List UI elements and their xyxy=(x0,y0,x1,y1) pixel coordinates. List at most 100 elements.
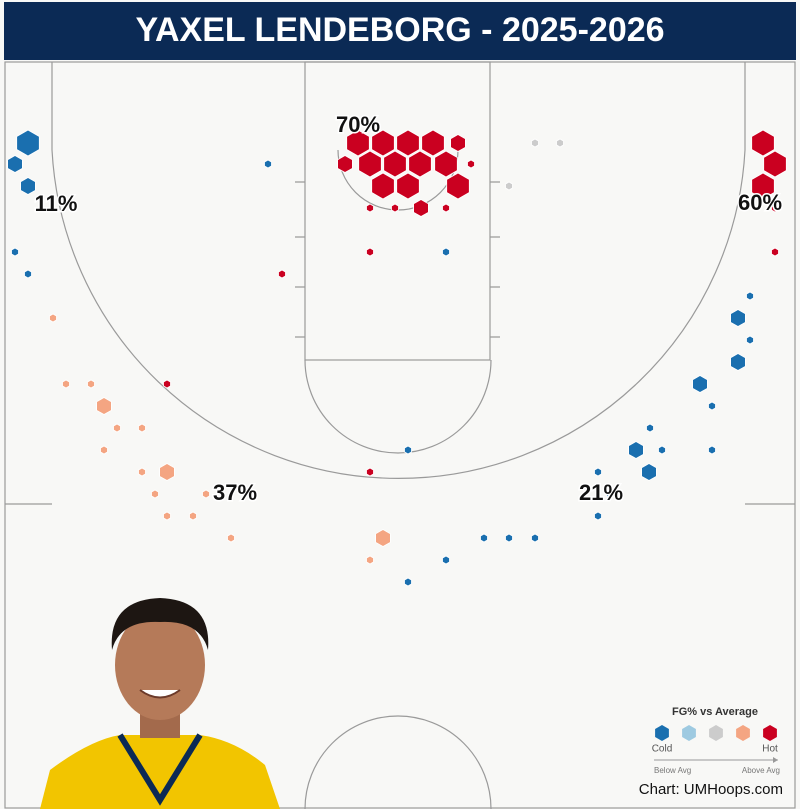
hex xyxy=(366,203,374,213)
hex xyxy=(100,445,108,455)
hex xyxy=(450,134,466,152)
hex xyxy=(641,463,657,481)
hex xyxy=(151,489,159,499)
hex xyxy=(480,533,488,543)
hex xyxy=(375,529,391,547)
three-point-line xyxy=(51,62,746,479)
zone-label: 11% xyxy=(35,191,78,216)
hex xyxy=(442,247,450,257)
hex xyxy=(421,129,445,157)
face xyxy=(115,610,205,720)
legend-title: FG% vs Average xyxy=(672,706,758,718)
hex xyxy=(163,379,171,389)
hex xyxy=(159,463,175,481)
legend-swatch xyxy=(682,725,696,741)
hex xyxy=(505,181,513,191)
hex xyxy=(163,511,171,521)
legend: FG% vs Average Cold Hot Below Avg Above … xyxy=(652,706,780,775)
hex xyxy=(606,489,614,499)
hex xyxy=(446,172,470,200)
hex xyxy=(11,247,19,257)
hex xyxy=(531,533,539,543)
credit: Chart: UMHoops.com xyxy=(639,781,783,798)
hex xyxy=(531,138,539,148)
hex xyxy=(646,423,654,433)
lane-hashes xyxy=(295,181,500,338)
zone-label: 60% xyxy=(738,190,782,215)
hex xyxy=(358,150,382,178)
hex xyxy=(746,291,754,301)
lane xyxy=(304,61,491,361)
hex xyxy=(434,150,458,178)
hex xyxy=(371,129,395,157)
hex xyxy=(16,129,40,157)
hex xyxy=(371,172,395,200)
smile xyxy=(139,689,181,699)
collar xyxy=(117,733,203,806)
hex xyxy=(658,445,666,455)
hex xyxy=(113,423,121,433)
legend-high: Hot xyxy=(762,744,778,755)
hex xyxy=(771,203,779,213)
chart-title: YAXEL LENDEBORG - 2025-2026 xyxy=(135,11,664,49)
hex xyxy=(413,199,429,217)
hex xyxy=(346,129,370,157)
hex xyxy=(391,203,399,213)
hex xyxy=(751,172,775,200)
hex xyxy=(692,375,708,393)
hexes xyxy=(7,129,787,587)
player-photo xyxy=(40,598,280,809)
hex xyxy=(366,247,374,257)
hex xyxy=(7,155,23,173)
hex xyxy=(264,159,272,169)
hex xyxy=(366,555,374,565)
hex xyxy=(96,397,112,415)
hex xyxy=(383,150,407,178)
hex xyxy=(594,511,602,521)
hex xyxy=(396,129,420,157)
legend-swatch xyxy=(709,725,723,741)
hex xyxy=(708,445,716,455)
hex xyxy=(730,309,746,327)
hex xyxy=(467,159,475,169)
hex xyxy=(87,379,95,389)
hex xyxy=(408,150,432,178)
hex xyxy=(730,353,746,371)
hex xyxy=(556,138,564,148)
hex xyxy=(442,555,450,565)
hex xyxy=(138,467,146,477)
legend-swatch xyxy=(655,725,669,741)
zone-label: 70% xyxy=(336,112,380,137)
hex xyxy=(628,441,644,459)
zone-label: 37% xyxy=(213,480,257,505)
hex xyxy=(751,129,775,157)
hex xyxy=(746,335,754,345)
legend-swatch xyxy=(763,725,777,741)
hex xyxy=(49,313,57,323)
hex xyxy=(20,177,36,195)
legend-arrowhead xyxy=(773,757,778,763)
hex xyxy=(505,533,513,543)
legend-left: Below Avg xyxy=(654,766,691,775)
hex xyxy=(771,247,779,257)
hex xyxy=(396,172,420,200)
jersey xyxy=(40,735,280,809)
hex xyxy=(404,445,412,455)
hex xyxy=(594,467,602,477)
legend-right: Above Avg xyxy=(742,766,780,775)
legend-swatch xyxy=(736,725,750,741)
hex xyxy=(337,155,353,173)
center-circle xyxy=(304,715,492,809)
hex xyxy=(24,269,32,279)
legend-low: Cold xyxy=(652,744,673,755)
zone-label: 21% xyxy=(579,480,623,505)
hex xyxy=(278,269,286,279)
hex xyxy=(763,150,787,178)
hex xyxy=(708,401,716,411)
title-bar xyxy=(4,2,796,60)
hex xyxy=(189,511,197,521)
hex xyxy=(202,489,210,499)
hex xyxy=(366,467,374,477)
hex xyxy=(442,203,450,213)
